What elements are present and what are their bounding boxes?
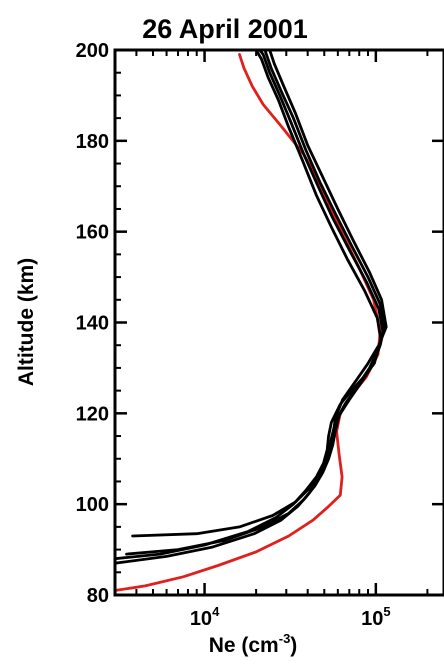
x-axis-label-superscript: -3 [279, 631, 291, 646]
x-axis-ticks: 104 105 [114, 50, 429, 630]
y-tick-label: 120 [76, 403, 109, 425]
x-tick-label-exponent: 5 [383, 604, 390, 619]
x-axis-label-base: Ne (cm [209, 634, 279, 657]
x-axis-label: Ne (cm-3) [209, 631, 298, 657]
series-line-1 [113, 53, 382, 592]
series-layer [113, 48, 388, 592]
x-tick-label: 104 [190, 604, 220, 630]
y-tick-label: 100 [76, 494, 109, 516]
y-tick-label: 200 [76, 40, 109, 62]
series-line-3 [113, 48, 385, 565]
y-tick-label: 80 [87, 585, 109, 607]
y-axis-ticks: 80 100 120 140 160 180 200 [76, 40, 444, 607]
x-tick-label: 105 [361, 604, 390, 630]
x-tick-label-exponent: 4 [212, 604, 220, 619]
series-line-4 [125, 48, 386, 556]
x-axis-label-tail: ) [290, 634, 297, 657]
series-line-5 [131, 48, 388, 538]
y-tick-label: 140 [76, 313, 109, 335]
y-axis-label: Altitude (km) [15, 258, 38, 386]
y-tick-label: 180 [76, 131, 109, 153]
x-tick-label-base: 10 [190, 608, 212, 630]
chart-title: 26 April 2001 [142, 14, 308, 44]
x-tick-label-base: 10 [361, 608, 383, 630]
y-tick-label: 160 [76, 222, 109, 244]
